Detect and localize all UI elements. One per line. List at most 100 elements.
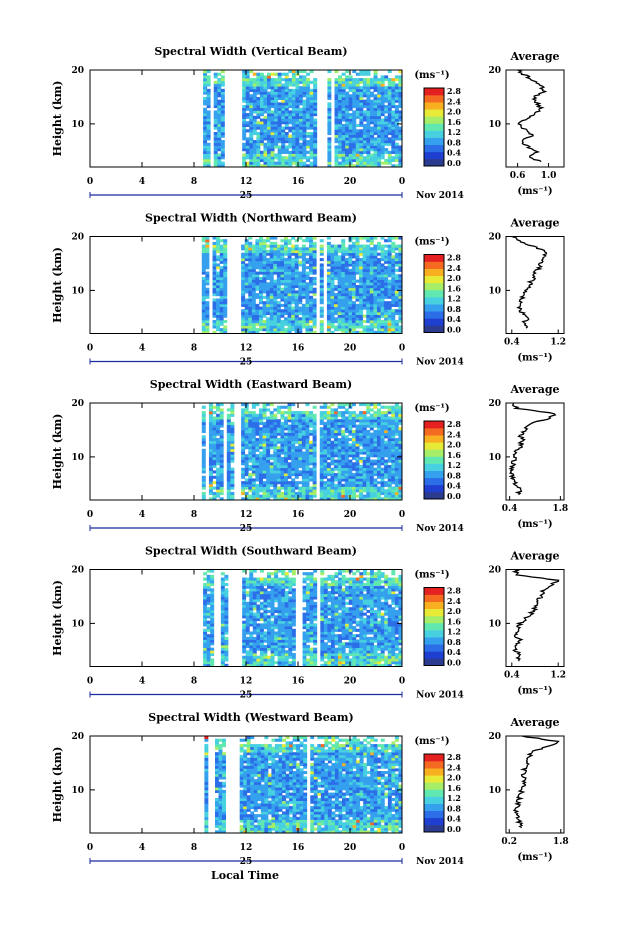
heatmap-cell [376,454,381,458]
heatmap-cell [203,145,208,149]
heatmap-cell [255,443,260,447]
heatmap-cell [299,113,303,117]
heatmap-cell [301,459,306,463]
heatmap-cell [398,309,403,313]
heatmap-cell [294,419,299,423]
heatmap-cell [262,497,267,501]
heatmap-cell [309,137,314,141]
heatmap-cell [348,88,353,92]
heatmap-cell [256,80,261,84]
heatmap-cell [277,150,282,154]
heatmap-cell [241,429,246,434]
heatmap-cell [394,448,399,452]
heatmap-cell [366,271,371,275]
heatmap-cell [273,255,278,259]
heatmap-cell [323,443,328,447]
y-tick-label: 10 [71,120,84,130]
heatmap-cell [301,244,306,248]
heatmap-cell [373,148,378,152]
heatmap-cell [355,88,360,92]
heatmap-cell [269,271,274,275]
heatmap-cell [373,110,378,114]
heatmap-cell [394,75,399,79]
heatmap-cell [301,432,306,436]
heatmap-cell [337,419,342,423]
heatmap-cell [299,80,303,84]
heatmap-cell [351,419,356,423]
heatmap-cell [305,491,310,496]
heatmap-cell [274,164,279,168]
heatmap-cell [288,70,293,74]
heatmap-cell [369,260,374,264]
heatmap-cell [212,438,217,442]
heatmap-cell [326,424,331,428]
heatmap-cell [355,427,360,431]
heatmap-cell [269,236,274,240]
colorbar-swatch [424,311,444,319]
heatmap-cell [206,596,211,600]
heatmap-cell [242,107,247,111]
heatmap-cell [219,416,224,420]
heatmap-cell [210,609,215,614]
heatmap-cell [216,236,221,240]
heatmap-cell [276,263,281,267]
heatmap-cell [341,438,346,442]
heatmap-cell [294,432,299,436]
heatmap-cell [277,118,282,122]
heatmap-cell [305,497,310,501]
heatmap-cell [369,438,374,442]
heatmap-cell [203,612,208,616]
heatmap-cell [273,306,278,310]
heatmap-cell [319,309,324,313]
heatmap-cell [298,446,303,450]
heatmap-cell [330,456,335,460]
heatmap-cell [295,86,300,90]
heatmap-cell [241,274,246,278]
heatmap-cell [220,577,225,581]
heatmap-cell [327,80,332,84]
heatmap-cell [216,424,221,428]
heatmap-cell [230,473,235,477]
heatmap-cell [201,467,206,471]
heatmap-cell [376,486,381,490]
heatmap-cell [384,435,389,439]
heatmap-cell [359,70,364,74]
heatmap-cell [327,83,332,87]
heatmap-cell [348,96,353,101]
heatmap-cell [305,266,310,270]
heatmap-cell [226,440,231,444]
heatmap-cell [369,424,374,428]
heatmap-cell [362,105,367,109]
heatmap-cell [334,105,339,109]
heatmap-cell [252,131,257,136]
heatmap-cell [344,456,349,460]
heatmap-cell [377,121,382,125]
heatmap-cell [295,113,300,117]
heatmap-cell [309,91,314,95]
heatmap-cell [373,123,378,127]
heatmap-cell [334,247,339,251]
heatmap-cell [380,448,385,452]
heatmap-cell [319,483,324,487]
heatmap-cell [341,258,346,262]
heatmap-cell [384,96,389,101]
heatmap-cell [242,126,247,130]
heatmap-cell [226,421,231,425]
heatmap-cell [217,148,222,152]
heatmap-cell [398,429,403,434]
heatmap-cell [341,328,346,332]
heatmap-cell [384,424,389,428]
heatmap-cell [341,330,346,334]
heatmap-cell [323,462,328,466]
heatmap-cell [255,427,260,431]
heatmap-cell [391,158,396,163]
heatmap-cell [270,115,275,119]
heatmap-cell [216,489,221,493]
heatmap-cell [355,156,360,160]
heatmap-cell [355,481,360,485]
heatmap-cell [313,153,318,157]
heatmap-cell [326,271,331,275]
heatmap-cell [252,99,257,103]
heatmap-cell [369,486,374,490]
heatmap-cell [249,140,254,144]
